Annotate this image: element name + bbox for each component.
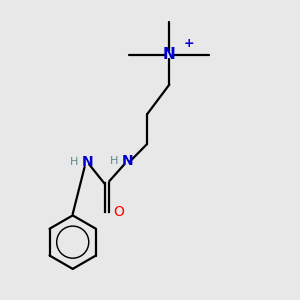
- Text: H: H: [69, 157, 78, 167]
- Text: N: N: [122, 154, 134, 168]
- Text: +: +: [183, 37, 194, 50]
- Text: N: N: [163, 47, 176, 62]
- Text: H: H: [110, 156, 118, 166]
- Text: O: O: [113, 206, 124, 219]
- Text: N: N: [82, 155, 93, 169]
